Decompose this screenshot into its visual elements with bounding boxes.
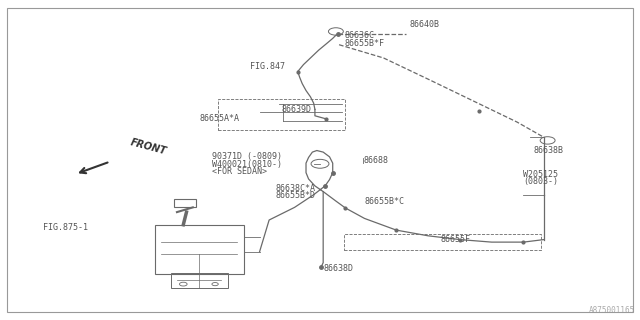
Text: 86639D: 86639D [282, 105, 312, 114]
Text: 86638B: 86638B [534, 146, 564, 155]
Text: 86655B*F: 86655B*F [344, 39, 384, 48]
Text: 86688: 86688 [364, 156, 388, 165]
Text: FIG.875-1: FIG.875-1 [44, 223, 88, 232]
Text: <FOR SEDAN>: <FOR SEDAN> [212, 167, 267, 176]
Text: FIG.847: FIG.847 [250, 62, 285, 71]
Bar [173, 199, 196, 207]
Text: W205125: W205125 [524, 170, 559, 179]
Text: 86655B*D: 86655B*D [275, 191, 316, 200]
Text: (0803-): (0803-) [524, 177, 559, 186]
Text: 86655F: 86655F [441, 235, 471, 244]
Text: W400021(0810-): W400021(0810-) [212, 160, 282, 169]
Text: FRONT: FRONT [129, 138, 168, 157]
Bar [218, 99, 346, 130]
Bar [155, 225, 244, 274]
Text: 86655A*A: 86655A*A [199, 115, 239, 124]
Text: 86638C*A: 86638C*A [275, 184, 316, 193]
Text: 86655B*C: 86655B*C [365, 197, 404, 206]
Text: A875001165: A875001165 [589, 306, 635, 315]
Text: 86636C: 86636C [344, 31, 374, 40]
Text: 86640B: 86640B [409, 20, 439, 29]
Bar [171, 273, 228, 288]
Text: 90371D (-0809): 90371D (-0809) [212, 152, 282, 161]
Bar [344, 234, 541, 250]
Text: 86638D: 86638D [323, 264, 353, 274]
